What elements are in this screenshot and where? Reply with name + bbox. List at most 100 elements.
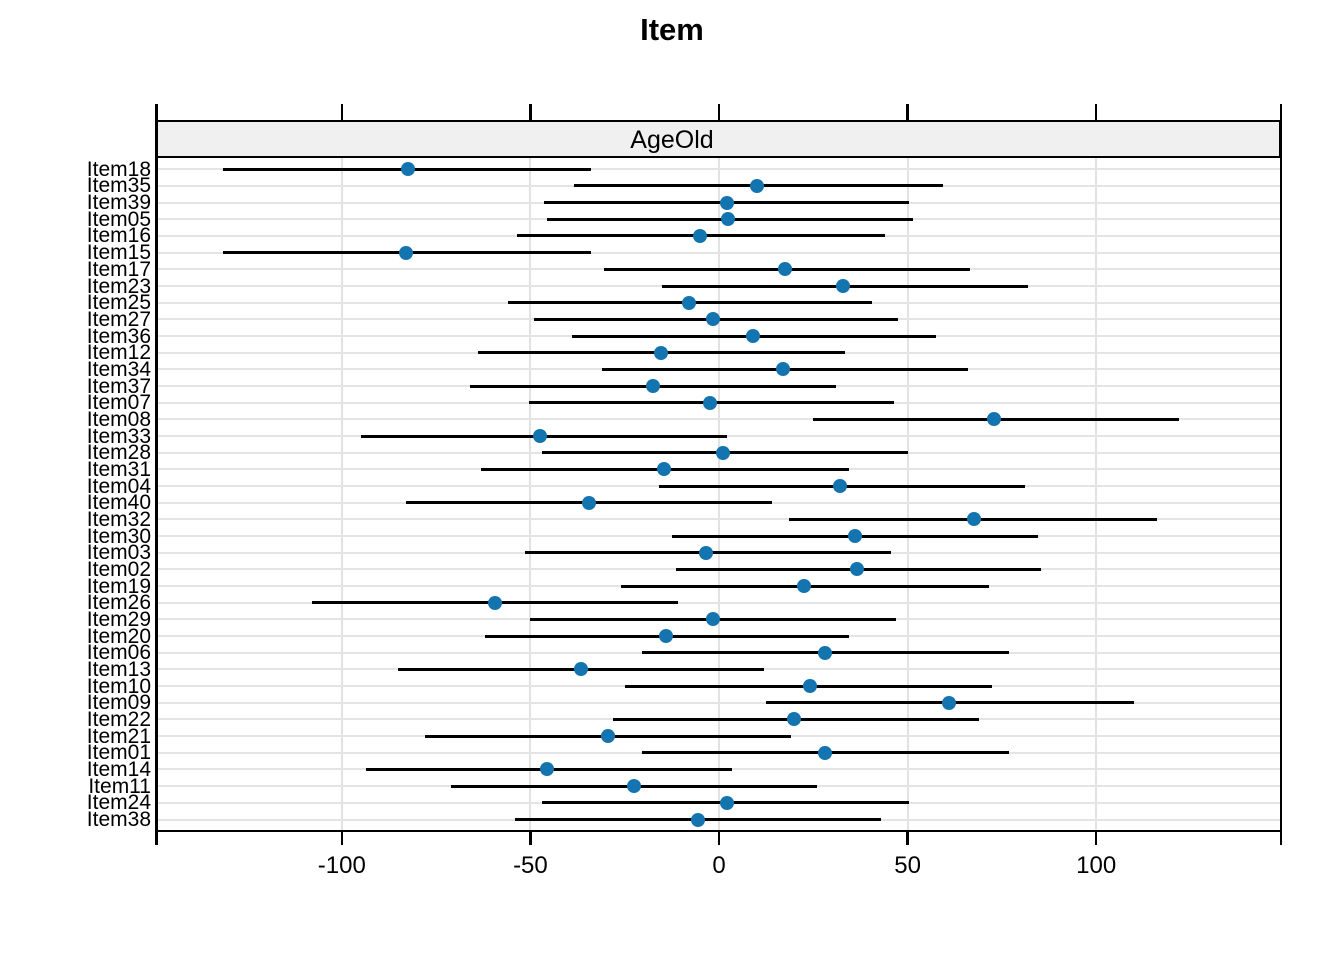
left-frame-line <box>155 104 158 845</box>
data-point <box>532 429 547 444</box>
vertical-gridline <box>529 158 532 831</box>
data-point <box>987 412 1002 427</box>
row-gridline <box>157 168 1281 171</box>
row-label: Item17 <box>86 257 151 281</box>
row-label: Item07 <box>86 391 151 415</box>
top-axis-tick <box>529 104 532 120</box>
data-point <box>776 362 791 377</box>
row-label: Item31 <box>86 457 151 481</box>
data-point <box>817 645 832 660</box>
row-label: Item38 <box>86 808 151 831</box>
row-label: Item26 <box>86 591 151 615</box>
data-point <box>400 162 415 177</box>
data-point <box>653 345 668 360</box>
row-label: Item30 <box>86 524 151 548</box>
data-point <box>796 579 811 594</box>
row-label: Item09 <box>86 691 151 715</box>
vertical-gridline <box>340 158 343 831</box>
row-label: Item02 <box>86 557 151 581</box>
row-label: Item08 <box>86 407 151 431</box>
row-label: Item29 <box>86 607 151 631</box>
bottom-axis-tick <box>906 831 909 845</box>
data-point <box>398 245 413 260</box>
row-label: Item37 <box>86 374 151 398</box>
data-point <box>849 562 864 577</box>
data-point <box>832 479 847 494</box>
data-point <box>787 712 802 727</box>
data-point <box>702 395 717 410</box>
x-tick-label: 0 <box>712 852 726 879</box>
row-gridline <box>157 701 1281 704</box>
data-point <box>715 445 730 460</box>
data-point <box>693 228 708 243</box>
data-point <box>778 262 792 277</box>
row-label: Item39 <box>86 191 151 215</box>
bottom-axis-tick <box>1094 831 1098 845</box>
data-point <box>749 178 764 193</box>
row-label: Item16 <box>86 224 151 248</box>
data-point <box>745 329 760 344</box>
row-label: Item03 <box>86 541 151 565</box>
data-point <box>706 612 721 627</box>
data-point <box>698 545 713 560</box>
bottom-axis-tick <box>340 831 344 845</box>
x-tick-label: 100 <box>1076 852 1117 879</box>
row-gridline <box>157 251 1281 254</box>
row-label: Item22 <box>86 707 151 731</box>
bottom-axis-tick <box>717 831 721 845</box>
row-label: Item01 <box>86 741 151 765</box>
data-point <box>817 745 832 760</box>
row-label: Item24 <box>86 791 151 815</box>
data-point <box>574 662 589 677</box>
data-point <box>836 279 851 293</box>
top-axis-tick <box>717 104 721 120</box>
row-label: Item19 <box>86 574 151 598</box>
data-point <box>942 695 957 710</box>
vertical-gridline <box>718 158 720 831</box>
row-label: Item06 <box>86 641 151 665</box>
x-tick-label: -50 <box>513 852 548 879</box>
data-point <box>627 779 642 794</box>
top-axis-tick <box>340 104 344 120</box>
row-gridline <box>157 518 1281 521</box>
row-label: Item18 <box>86 157 151 181</box>
data-point <box>802 679 817 694</box>
row-label: Item23 <box>86 274 151 298</box>
row-label: Item11 <box>88 774 151 798</box>
row-label: Item34 <box>86 357 151 381</box>
data-point <box>706 312 721 327</box>
top-axis-tick <box>1094 104 1098 120</box>
data-point <box>721 212 736 227</box>
data-point <box>719 795 734 810</box>
data-point <box>847 529 862 544</box>
data-point <box>659 629 674 644</box>
vertical-gridline <box>1095 158 1098 831</box>
row-label: Item27 <box>86 307 151 331</box>
data-point <box>966 512 981 527</box>
row-label: Item20 <box>86 624 151 648</box>
data-point <box>487 595 502 610</box>
row-label: Item35 <box>86 174 151 198</box>
data-point <box>600 729 615 744</box>
row-label: Item10 <box>86 674 151 698</box>
row-label: Item14 <box>86 757 151 781</box>
row-label: Item21 <box>86 724 151 748</box>
row-label: Item12 <box>86 341 151 365</box>
data-point <box>657 462 672 477</box>
row-label: Item33 <box>86 424 151 448</box>
row-label: Item25 <box>86 291 151 315</box>
row-label: Item05 <box>86 207 151 231</box>
row-label: Item28 <box>86 441 151 465</box>
row-gridline <box>157 601 1281 604</box>
bottom-axis-line <box>155 829 1282 832</box>
row-label: Item13 <box>86 657 151 681</box>
chart-title: Item <box>640 12 704 47</box>
data-point <box>691 812 706 827</box>
row-label: Item40 <box>86 491 151 515</box>
data-point <box>540 762 555 777</box>
data-point <box>581 495 596 510</box>
data-point <box>719 195 734 210</box>
x-tick-label: -100 <box>317 852 366 879</box>
data-point <box>645 379 660 394</box>
